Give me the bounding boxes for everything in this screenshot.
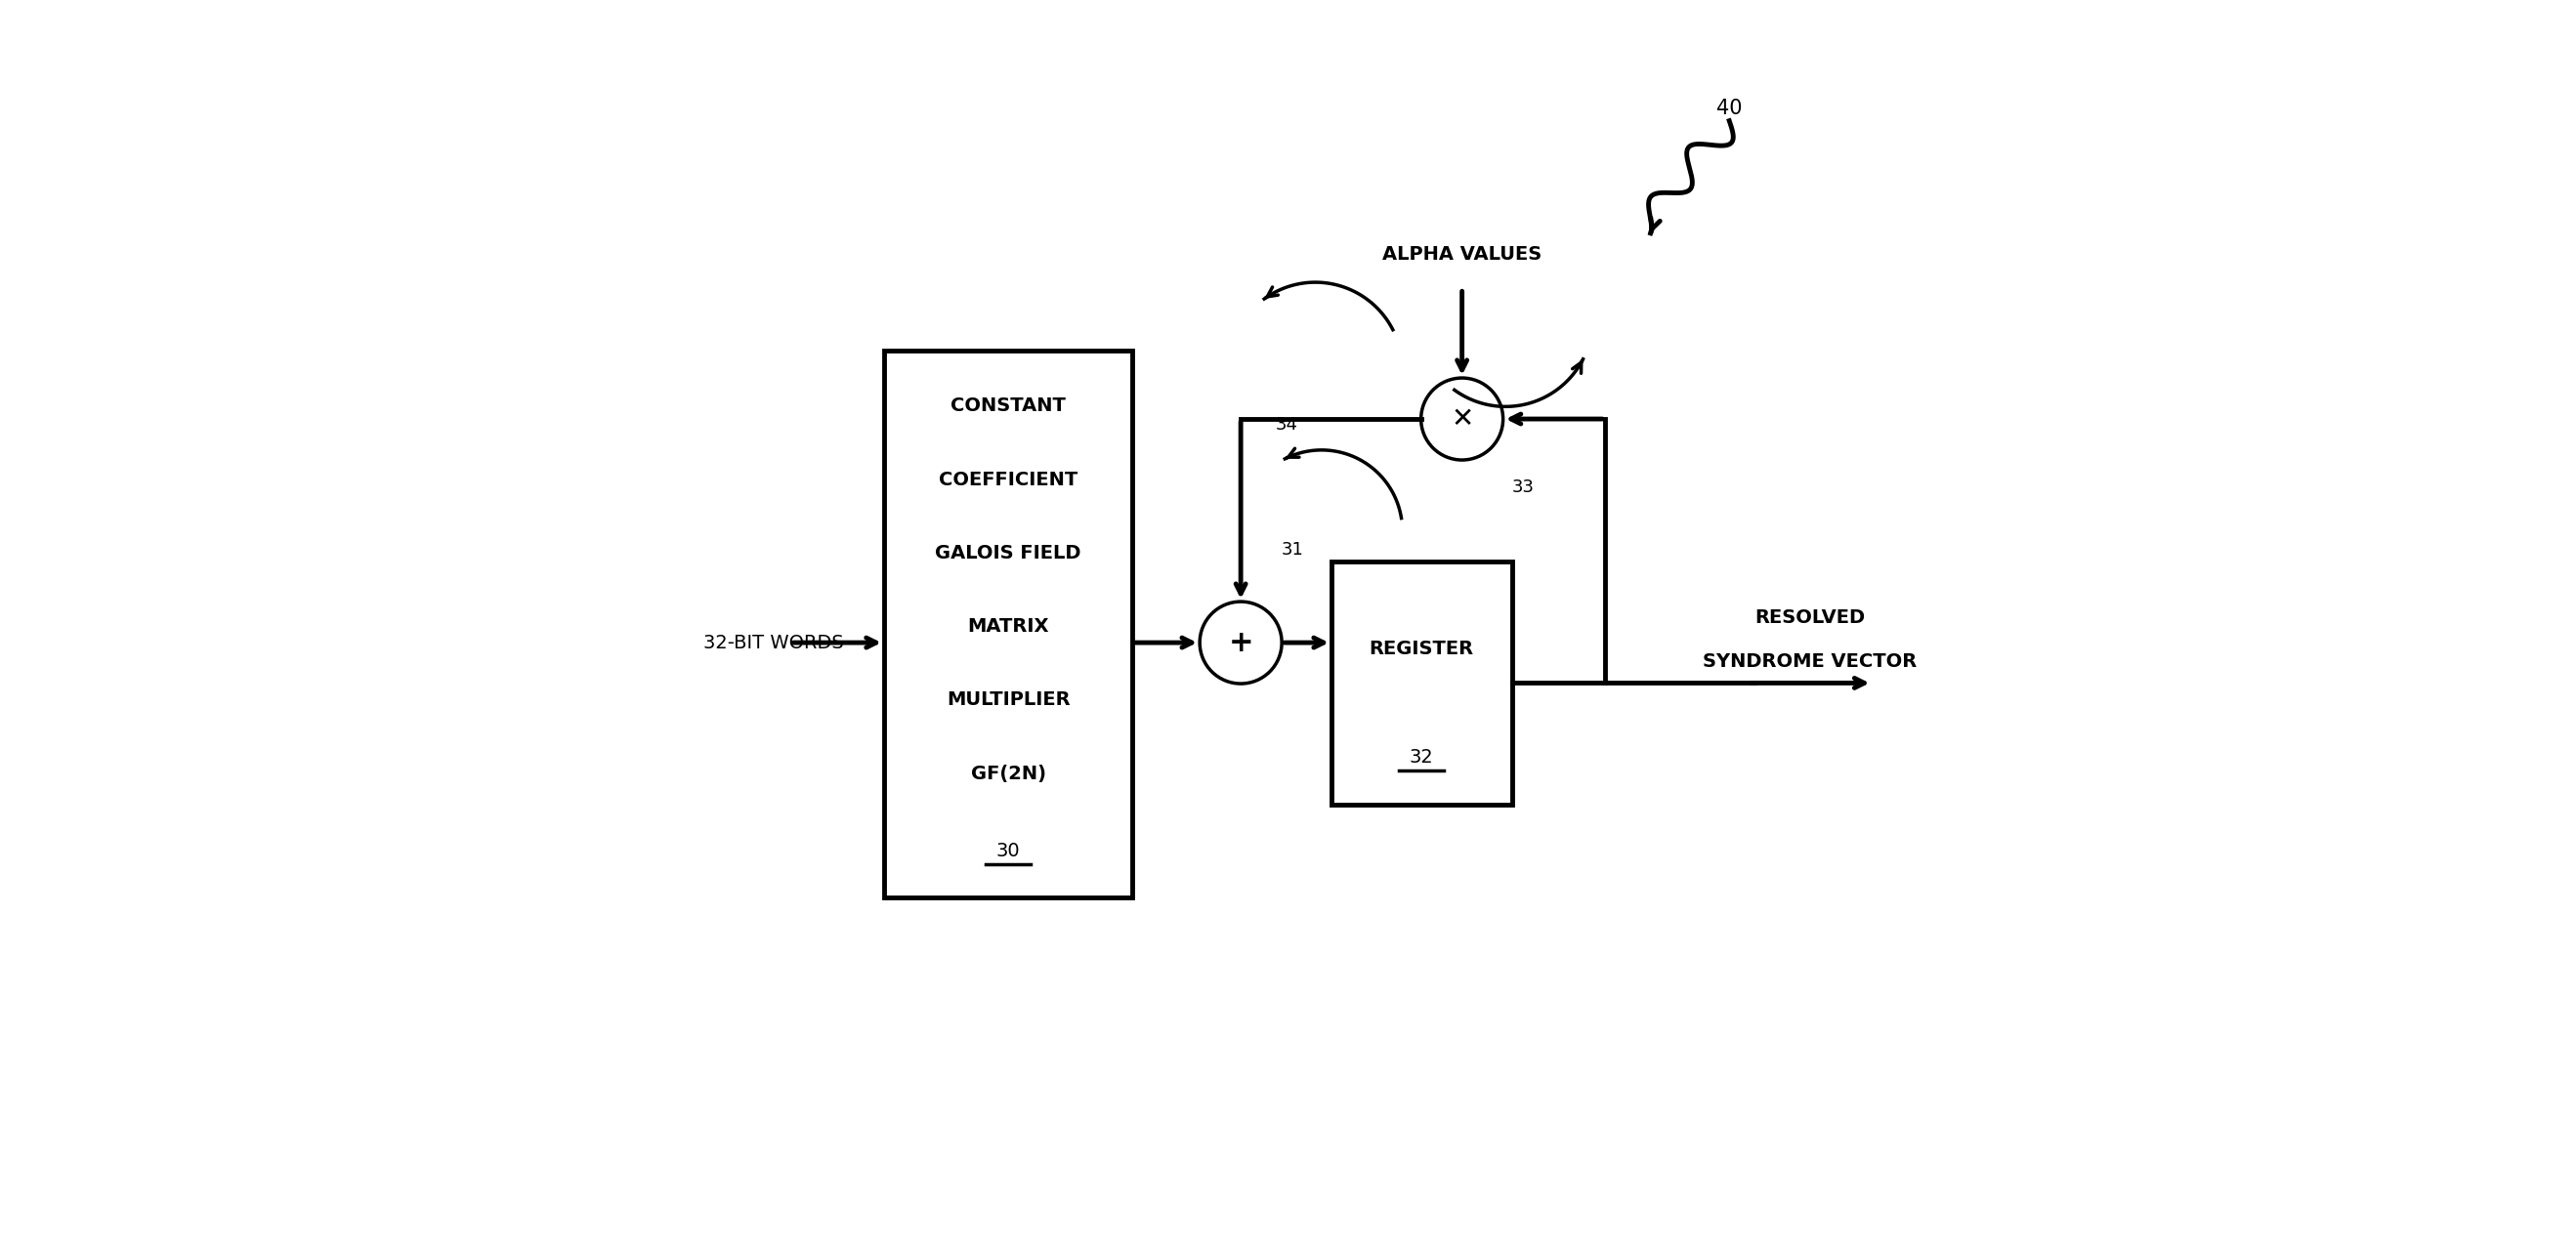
- Text: MULTIPLIER: MULTIPLIER: [945, 691, 1069, 709]
- Text: MATRIX: MATRIX: [969, 618, 1048, 636]
- Text: 32-BIT WORDS: 32-BIT WORDS: [703, 634, 845, 651]
- Bar: [884, 351, 1133, 897]
- Text: 33: 33: [1512, 478, 1535, 497]
- Text: 34: 34: [1275, 417, 1298, 434]
- Text: +: +: [1229, 629, 1255, 656]
- Text: 30: 30: [997, 841, 1020, 860]
- Text: 32: 32: [1409, 749, 1435, 768]
- Text: SYNDROME VECTOR: SYNDROME VECTOR: [1703, 651, 1917, 670]
- Bar: [1332, 562, 1512, 804]
- Text: RESOLVED: RESOLVED: [1754, 609, 1865, 626]
- Text: CONSTANT: CONSTANT: [951, 397, 1066, 416]
- Text: GF(2N): GF(2N): [971, 764, 1046, 782]
- Text: ✕: ✕: [1450, 406, 1473, 433]
- Text: ALPHA VALUES: ALPHA VALUES: [1383, 245, 1543, 263]
- Text: 40: 40: [1716, 99, 1744, 119]
- Text: 31: 31: [1283, 540, 1303, 558]
- Text: REGISTER: REGISTER: [1370, 639, 1473, 658]
- Text: COEFFICIENT: COEFFICIENT: [938, 470, 1077, 489]
- Text: GALOIS FIELD: GALOIS FIELD: [935, 544, 1082, 563]
